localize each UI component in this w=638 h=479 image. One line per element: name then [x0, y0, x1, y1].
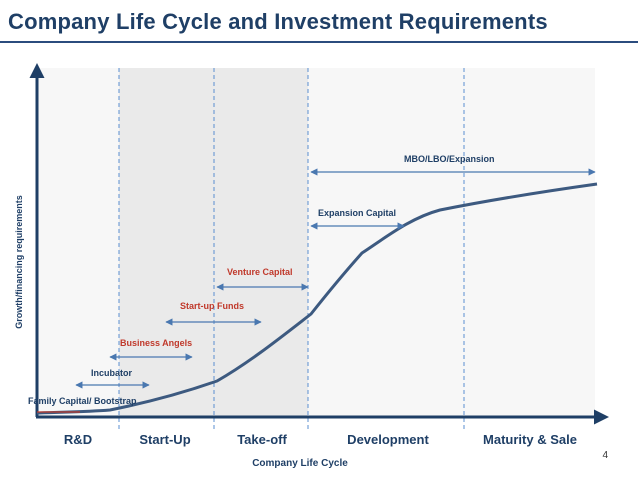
stage-label-business-angels: Business Angels	[120, 338, 193, 348]
y-axis-label: Growth/financing requirements	[14, 195, 24, 329]
phase-label-take-off: Take-off	[237, 432, 287, 447]
phase-label-maturity: Maturity & Sale	[483, 432, 577, 447]
stage-label-incubator: Incubator	[91, 368, 133, 378]
stage-label-expansion-capital: Expansion Capital	[318, 208, 397, 218]
phase-label-rnd: R&D	[63, 432, 93, 447]
page-title: Company Life Cycle and Investment Requir…	[8, 9, 548, 34]
phase-dividers	[118, 68, 465, 430]
phase-label-development: Development	[347, 432, 429, 447]
stage-label-family-capital: Family Capital/ Bootstrap	[28, 396, 137, 406]
x-axis-label: Company Life Cycle	[252, 458, 348, 469]
growth-curve	[36, 182, 598, 415]
stage-arrows	[37, 168, 596, 413]
phase-label-start-up: Start-Up	[139, 432, 191, 447]
stage-label-start-up-funds: Start-up Funds	[180, 301, 244, 311]
stage-label-mbo-lbo: MBO/LBO/Expansion	[404, 154, 495, 164]
stage-label-venture-capital: Venture Capital	[227, 267, 293, 277]
title-divider	[0, 41, 638, 43]
page-number: 4	[602, 450, 608, 461]
